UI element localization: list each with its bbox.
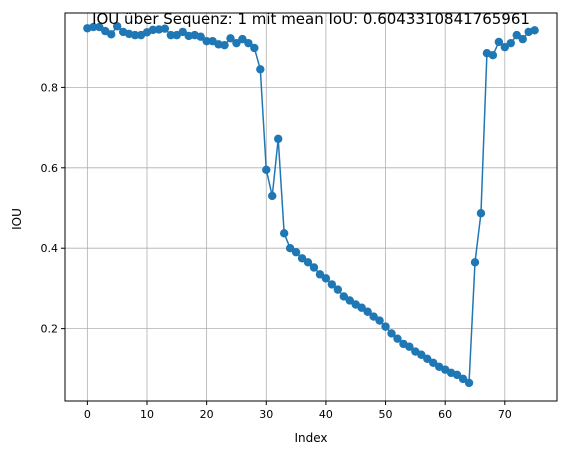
data-point bbox=[315, 270, 325, 279]
data-point bbox=[494, 37, 504, 47]
data-point bbox=[393, 334, 402, 343]
data-point bbox=[262, 165, 271, 175]
data-point bbox=[488, 51, 498, 60]
data-point bbox=[291, 248, 301, 257]
data-point bbox=[387, 329, 396, 338]
y-tick-label: 0.2 bbox=[41, 323, 59, 336]
x-tick-label: 40 bbox=[319, 408, 333, 421]
chart-title: IOU über Sequenz: 1 mit mean IoU: 0.6043… bbox=[92, 10, 530, 28]
x-tick-label: 0 bbox=[84, 408, 91, 421]
data-point bbox=[506, 38, 515, 48]
x-tick-label: 50 bbox=[379, 408, 393, 421]
data-point bbox=[429, 358, 438, 368]
data-point bbox=[357, 303, 366, 312]
data-point bbox=[464, 378, 474, 388]
data-point bbox=[178, 27, 187, 37]
x-tick-label: 10 bbox=[140, 408, 154, 421]
data-point bbox=[363, 307, 372, 316]
data-point bbox=[500, 42, 510, 52]
series-layer bbox=[83, 22, 539, 388]
data-point bbox=[405, 342, 414, 351]
data-point bbox=[238, 34, 247, 44]
x-tick-label: 70 bbox=[498, 408, 512, 421]
x-tick-label: 60 bbox=[438, 408, 452, 421]
data-point bbox=[512, 30, 521, 40]
data-point bbox=[226, 34, 235, 43]
data-point bbox=[244, 38, 253, 48]
data-point bbox=[148, 25, 158, 35]
data-point bbox=[321, 274, 331, 283]
data-point bbox=[417, 350, 426, 359]
data-point bbox=[130, 30, 140, 40]
x-axis-label: Index bbox=[294, 431, 327, 445]
data-point bbox=[95, 22, 104, 32]
data-point bbox=[333, 285, 343, 294]
data-point bbox=[452, 370, 462, 380]
y-tick-label: 0.4 bbox=[41, 242, 59, 255]
tick-layer: 0 10 20 30 40 50 60 70 0.2 0.4 0.6 0.8 bbox=[41, 81, 512, 421]
data-point bbox=[274, 134, 283, 144]
y-axis-label: IOU bbox=[10, 208, 24, 230]
x-tick-label: 20 bbox=[200, 408, 214, 421]
data-point bbox=[309, 263, 319, 272]
data-point bbox=[256, 65, 265, 74]
data-point bbox=[458, 374, 468, 384]
x-tick-label: 30 bbox=[259, 408, 273, 421]
y-tick-label: 0.6 bbox=[41, 162, 59, 175]
data-point bbox=[369, 312, 378, 321]
data-point bbox=[345, 296, 354, 305]
series-0 bbox=[83, 22, 539, 388]
data-point bbox=[423, 354, 432, 363]
data-point bbox=[250, 43, 259, 53]
data-point bbox=[303, 258, 313, 267]
data-point bbox=[476, 209, 486, 218]
data-point bbox=[268, 191, 277, 201]
data-point bbox=[297, 254, 307, 263]
y-tick-label: 0.8 bbox=[41, 81, 59, 94]
data-point bbox=[196, 32, 205, 41]
data-point bbox=[285, 244, 295, 253]
data-point bbox=[375, 316, 384, 325]
data-point bbox=[89, 22, 98, 32]
data-point bbox=[202, 36, 211, 46]
data-point bbox=[470, 258, 480, 267]
data-point bbox=[232, 38, 241, 48]
data-point bbox=[112, 22, 122, 31]
data-point bbox=[327, 280, 337, 289]
data-point bbox=[220, 40, 229, 50]
data-point bbox=[530, 26, 539, 35]
data-point bbox=[279, 229, 289, 238]
data-point bbox=[381, 322, 390, 331]
data-point bbox=[160, 24, 170, 33]
grid-layer bbox=[65, 13, 557, 401]
data-point bbox=[166, 30, 176, 40]
data-point bbox=[339, 292, 348, 301]
axes-frame bbox=[64, 12, 558, 402]
data-point bbox=[518, 34, 527, 44]
data-point bbox=[107, 30, 116, 39]
